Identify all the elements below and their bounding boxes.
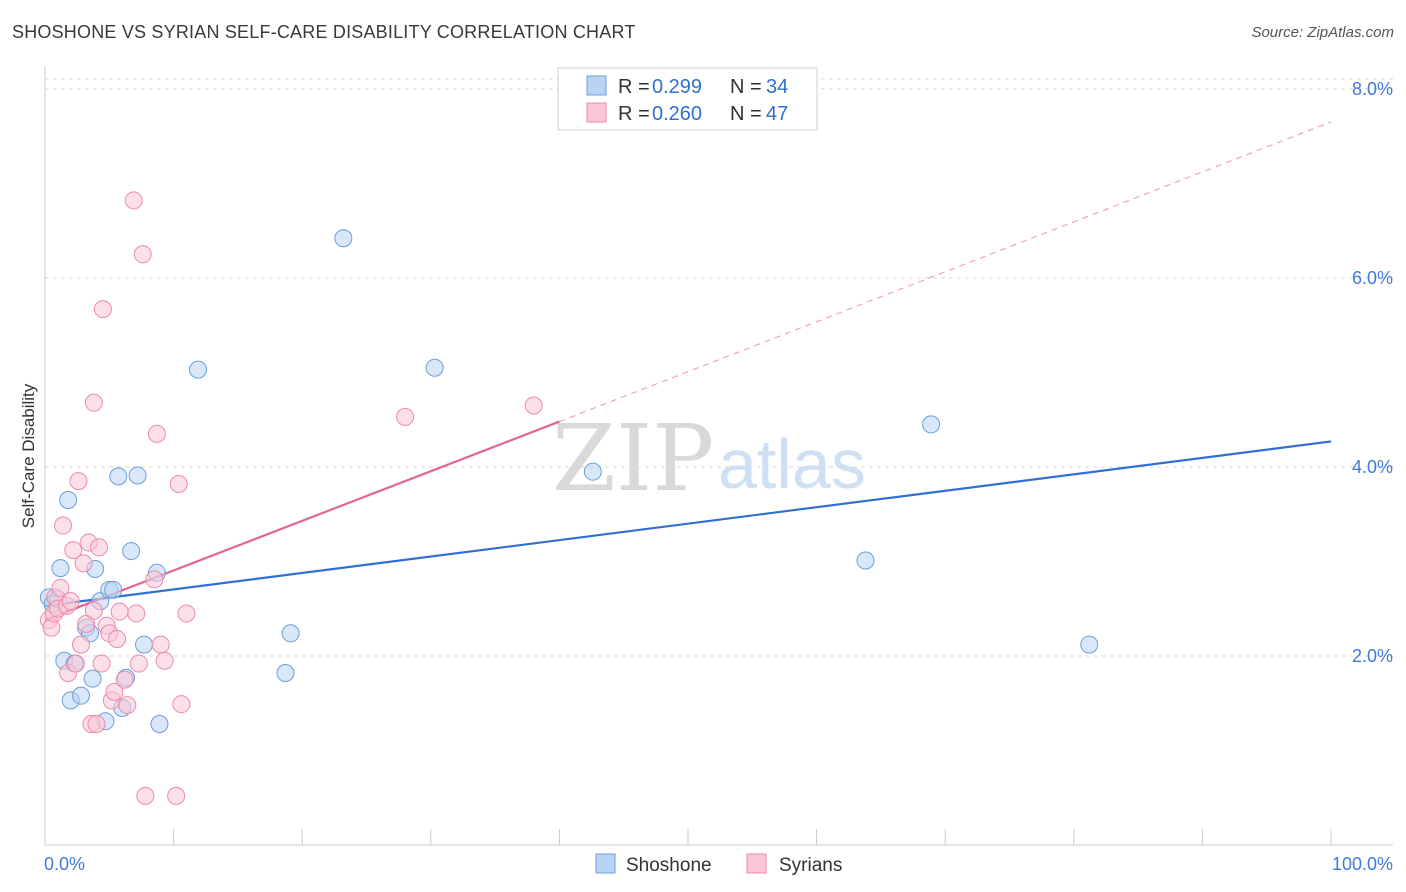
y-axis-label: Self-Care Disability <box>19 383 38 528</box>
watermark: ZIP atlas <box>552 405 866 512</box>
syrians-point-21 <box>92 654 111 673</box>
syrians-point-32 <box>127 604 146 623</box>
trend-line-shoshone-0 <box>44 440 1332 607</box>
syrians-point-43 <box>177 604 196 623</box>
shoshone-point-17 <box>109 467 128 486</box>
legend-n-label-1: N = <box>730 76 762 98</box>
x-tick-label-0: 0.0% <box>44 854 85 874</box>
syrians-point-45 <box>396 407 415 426</box>
shoshone-point-32 <box>922 415 941 434</box>
legend-n-label-2: N = <box>730 103 762 125</box>
syrians-point-29 <box>115 670 134 689</box>
syrians-point-36 <box>145 570 164 589</box>
syrians-point-33 <box>129 654 148 673</box>
bottom-legend-swatch-shoshone <box>595 853 616 874</box>
shoshone-point-30 <box>583 462 602 481</box>
syrians-point-27 <box>108 629 127 648</box>
syrians-point-19 <box>87 715 106 734</box>
shoshone-point-25 <box>189 360 208 379</box>
syrians-point-18 <box>84 601 103 620</box>
y-tick-label-0: 2.0% <box>1352 646 1393 666</box>
syrians-point-30 <box>118 696 137 715</box>
syrians-point-20 <box>90 538 109 557</box>
y-tick-label-2: 6.0% <box>1352 268 1393 288</box>
bottom-legend-swatch-syrians <box>746 853 767 874</box>
legend-n-value-2: 47 <box>766 103 788 125</box>
syrians-point-38 <box>151 635 170 654</box>
shoshone-point-27 <box>281 624 300 643</box>
bottom-legend-syrians: Syrians <box>779 855 842 876</box>
syrians-point-44 <box>84 393 103 412</box>
syrians-point-41 <box>169 474 188 493</box>
chart-title: SHOSHONE VS SYRIAN SELF-CARE DISABILITY … <box>12 22 636 42</box>
watermark-atlas: atlas <box>718 425 866 503</box>
y-tick-label-1: 4.0% <box>1352 457 1393 477</box>
shoshone-point-3 <box>51 559 70 578</box>
shoshone-point-8 <box>72 686 91 705</box>
syrians-point-28 <box>110 602 129 621</box>
syrians-point-12 <box>69 472 88 491</box>
syrians-point-22 <box>93 300 112 319</box>
shoshone-point-22 <box>135 635 154 654</box>
gridlines <box>45 78 1393 657</box>
legend-r-label-1: R = <box>618 76 650 98</box>
shoshone-point-5 <box>59 491 78 510</box>
syrians-point-35 <box>136 786 155 805</box>
syrians-point-31 <box>124 191 143 210</box>
legend-r-value-2: 0.260 <box>652 103 702 125</box>
watermark-zip: ZIP <box>552 405 714 512</box>
syrians-point-13 <box>72 635 91 654</box>
shoshone-point-20 <box>122 542 141 561</box>
syrians-point-26 <box>105 682 124 701</box>
shoshone-point-21 <box>128 466 147 485</box>
shoshone-point-26 <box>276 663 295 682</box>
bottom-legend-shoshone: Shoshone <box>626 855 712 876</box>
syrians-point-14 <box>74 554 93 573</box>
shoshone-point-33 <box>1080 635 1099 654</box>
syrians-point-39 <box>155 651 174 670</box>
syrians-point-5 <box>51 578 70 597</box>
syrians-point-40 <box>167 786 186 805</box>
shoshone-point-16 <box>104 580 123 599</box>
syrians-point-6 <box>54 516 73 535</box>
syrians-point-9 <box>61 592 80 611</box>
x-tick-label-1: 100.0% <box>1332 854 1393 874</box>
legend-r-label-2: R = <box>618 103 650 125</box>
legend-swatch-shoshone <box>586 75 607 96</box>
shoshone-point-29 <box>425 358 444 377</box>
trend-lines <box>44 121 1332 622</box>
shoshone-point-28 <box>334 229 353 248</box>
shoshone-point-24 <box>150 715 169 734</box>
tick-labels: 2.0% 4.0% 6.0% 8.0% 0.0% 100.0% <box>44 79 1393 874</box>
trend-line-syrians-1 <box>44 420 560 622</box>
axes <box>44 66 1393 846</box>
syrians-point-42 <box>172 695 191 714</box>
trend-line-syrians-2 <box>559 121 1332 423</box>
shoshone-point-31 <box>856 551 875 570</box>
syrians-point-46 <box>524 396 543 415</box>
shoshone-point-11 <box>83 669 102 688</box>
bottom-legend: Shoshone Syrians <box>595 853 842 876</box>
syrians-point-11 <box>66 654 85 673</box>
legend-swatch-syrians <box>586 102 607 123</box>
data-points <box>39 191 1099 805</box>
legend-r-value-1: 0.299 <box>652 76 702 98</box>
source-note: Source: ZipAtlas.com <box>1251 24 1394 41</box>
syrians-point-10 <box>64 541 83 560</box>
syrians-point-37 <box>147 424 166 443</box>
legend-n-value-1: 34 <box>766 76 788 98</box>
syrians-point-34 <box>133 245 152 264</box>
y-tick-label-3: 8.0% <box>1352 79 1393 99</box>
legend: R = 0.299 N = 34 R = 0.260 N = 47 <box>557 67 818 131</box>
syrians-point-15 <box>77 614 96 633</box>
